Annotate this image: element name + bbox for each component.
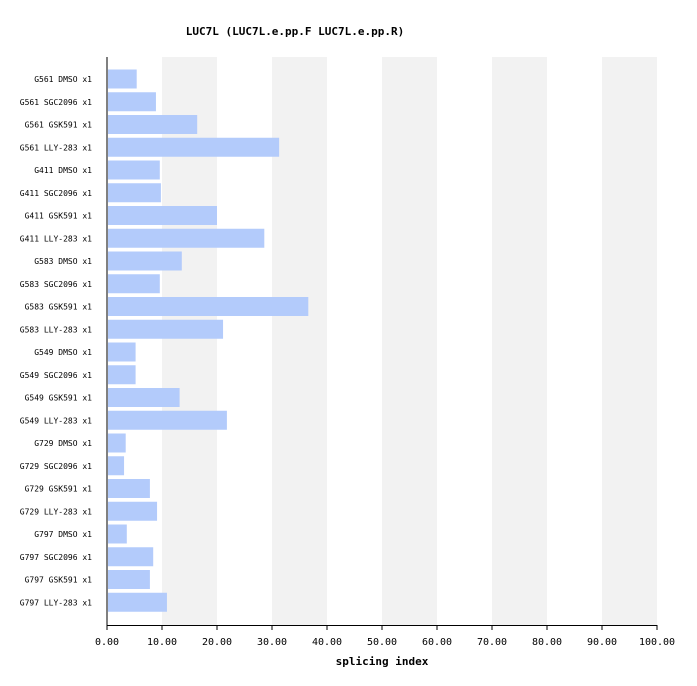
bar xyxy=(108,410,227,430)
category-label: G561 LLY-283 x1 xyxy=(20,143,92,152)
category-label: G583 LLY-283 x1 xyxy=(20,325,92,334)
category-label: G583 GSK591 x1 xyxy=(25,303,93,312)
grid-band xyxy=(382,57,437,625)
category-label: G549 LLY-283 x1 xyxy=(20,416,92,425)
category-label: G411 GSK591 x1 xyxy=(25,212,93,221)
category-label: G561 SGC2096 x1 xyxy=(20,98,92,107)
x-tick-label: 40.00 xyxy=(312,637,342,648)
category-label: G411 SGC2096 x1 xyxy=(20,189,92,198)
bar xyxy=(108,160,160,180)
bar xyxy=(108,137,280,157)
bar xyxy=(108,251,182,271)
grid-band xyxy=(602,57,657,625)
chart-title: LUC7L (LUC7L.e.pp.F LUC7L.e.pp.R) xyxy=(186,25,405,38)
bar xyxy=(108,479,150,498)
category-label: G729 SGC2096 x1 xyxy=(20,462,92,471)
bar xyxy=(108,365,136,385)
category-labels: G561 DMSO x1 G561 SGC2096 x1 G561 GSK591 x… xyxy=(20,75,92,607)
category-label: G729 GSK591 x1 xyxy=(25,485,93,494)
category-label: G729 DMSO x1 xyxy=(34,439,92,448)
category-label: G797 DMSO x1 xyxy=(34,530,92,539)
x-axis xyxy=(106,57,658,630)
category-label: G561 GSK591 x1 xyxy=(25,121,93,130)
x-tick-label: 80.00 xyxy=(532,637,562,648)
bar xyxy=(108,456,125,476)
grid-band xyxy=(272,57,327,625)
bar xyxy=(108,388,180,407)
bar xyxy=(108,228,265,248)
bar xyxy=(108,524,127,544)
x-tick-label: 70.00 xyxy=(477,637,507,648)
bar xyxy=(108,69,137,89)
x-tick-label: 50.00 xyxy=(367,637,397,648)
bar xyxy=(108,547,154,567)
bar xyxy=(108,501,158,521)
category-label: G411 DMSO x1 xyxy=(34,166,92,175)
category-label: G729 LLY-283 x1 xyxy=(20,507,92,516)
bar xyxy=(108,319,224,339)
grid-bands xyxy=(162,57,657,625)
bar xyxy=(108,433,126,453)
category-label: G797 LLY-283 x1 xyxy=(20,598,92,607)
category-label: G549 DMSO x1 xyxy=(34,348,92,357)
category-label: G583 DMSO x1 xyxy=(34,257,92,266)
bar xyxy=(108,570,150,589)
x-axis-title: splicing index xyxy=(336,655,429,668)
x-tick-label: 20.00 xyxy=(202,637,232,648)
bar xyxy=(108,342,136,362)
x-tick-label: 10.00 xyxy=(147,637,177,648)
x-tick-label: 30.00 xyxy=(257,637,287,648)
x-tick-label: 100.00 xyxy=(639,637,675,648)
bar xyxy=(108,115,198,134)
bar xyxy=(108,92,156,112)
bar xyxy=(108,297,309,316)
category-label: G549 SGC2096 x1 xyxy=(20,371,92,380)
bars xyxy=(108,69,309,612)
category-label: G561 DMSO x1 xyxy=(34,75,92,84)
x-tick-labels: 0.00 10.00 20.00 30.00 40.00 50.00 60.00 70.00 8… xyxy=(95,637,675,648)
category-label: G583 SGC2096 x1 xyxy=(20,280,92,289)
category-label: G797 SGC2096 x1 xyxy=(20,553,92,562)
bar xyxy=(108,206,217,225)
category-label: G549 GSK591 x1 xyxy=(25,394,93,403)
grid-band xyxy=(492,57,547,625)
x-tick-label: 90.00 xyxy=(587,637,617,648)
category-label: G797 GSK591 x1 xyxy=(25,576,93,585)
x-tick-label: 60.00 xyxy=(422,637,452,648)
bar xyxy=(108,274,160,294)
bar xyxy=(108,592,167,612)
category-label: G411 LLY-283 x1 xyxy=(20,234,92,243)
x-tick-label: 0.00 xyxy=(95,637,119,648)
bar xyxy=(108,183,161,203)
